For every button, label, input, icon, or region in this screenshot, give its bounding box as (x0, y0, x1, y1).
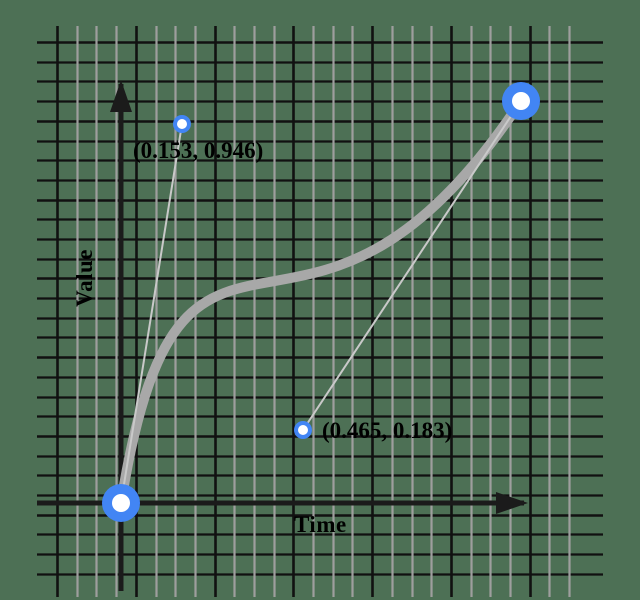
bezier-curve-path[interactable] (116, 96, 526, 508)
marker-center (177, 119, 187, 129)
y-axis-label: Value (72, 249, 97, 307)
anchor-point-end[interactable] (502, 82, 540, 120)
marker-center (298, 425, 308, 435)
control-point-1-handle[interactable] (173, 115, 191, 133)
y-axis-arrowhead (110, 80, 132, 112)
x-axis-label: Time (294, 512, 347, 537)
x-axis-arrowhead (496, 492, 528, 514)
control-point-2-label: (0.465, 0.183) (322, 418, 453, 443)
marker-center (512, 92, 530, 110)
control-point-2-handle[interactable] (294, 421, 312, 439)
anchor-point-start[interactable] (102, 484, 140, 522)
grid-horizontal-lines (37, 41, 603, 576)
control-point-1-label: (0.153, 0.946) (133, 138, 264, 163)
control-handle-line-1 (120, 123, 183, 504)
marker-center (112, 494, 130, 512)
control-handle-line-2 (302, 100, 522, 431)
